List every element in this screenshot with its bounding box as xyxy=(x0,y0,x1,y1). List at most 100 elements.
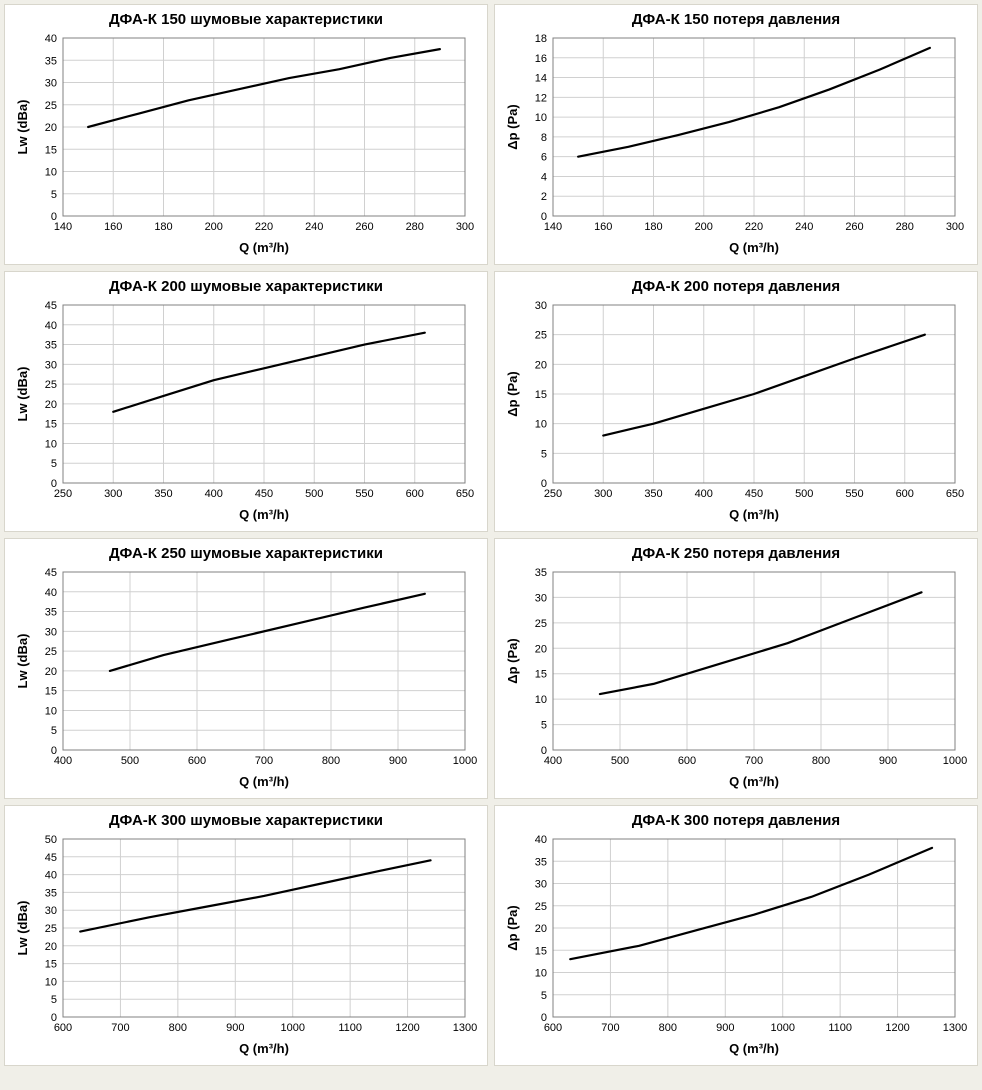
x-tick-label: 260 xyxy=(355,221,373,233)
chart-panel: ДФА-К 250 шумовые характеристики 40 0 500 60… xyxy=(4,538,488,799)
chart-panel: ДФА-К 150 потеря давления140160180200220… xyxy=(494,4,978,265)
x-tick-label: 300 xyxy=(946,221,964,233)
x-tick-label: 450 xyxy=(255,488,273,500)
chart-title: ДФА-К 250 шумовые характеристики xyxy=(11,545,481,562)
y-tick-label: 15 xyxy=(535,389,547,401)
y-tick-label: 45 xyxy=(45,300,57,312)
y-tick-label: 40 xyxy=(45,870,57,882)
x-tick-label: 500 xyxy=(305,488,323,500)
y-tick-label: 35 xyxy=(45,340,57,352)
chart-title: ДФА-К 200 потеря давления xyxy=(501,278,971,295)
y-axis-label: Lw (dBa) xyxy=(15,367,30,422)
chart-panel: ДФА-К 150 шумовые характеристики14016018… xyxy=(4,4,488,265)
x-tick-label: 900 xyxy=(716,1022,734,1034)
y-tick-label: 25 xyxy=(535,330,547,342)
chart-svg: 1401601802002202402602803000510152025303… xyxy=(11,30,479,262)
y-tick-label: 25 xyxy=(535,901,547,913)
y-tick-label: 5 xyxy=(51,725,57,737)
chart-title: ДФА-К 150 шумовые характеристики xyxy=(11,11,481,28)
x-tick-label: 800 xyxy=(659,1022,677,1034)
chart-panel: ДФА-К 200 потеря давления250300350400450… xyxy=(494,271,978,532)
y-tick-label: 0 xyxy=(541,211,547,223)
x-tick-label: 200 xyxy=(205,221,223,233)
x-tick-label: 600 xyxy=(678,755,696,767)
y-tick-label: 35 xyxy=(45,55,57,67)
y-tick-label: 30 xyxy=(45,626,57,638)
chart-panel: ДФА-К 250 потеря давления400500600700800… xyxy=(494,538,978,799)
x-tick-label: 500 xyxy=(795,488,813,500)
x-axis-label: Q (m³/h) xyxy=(729,774,779,789)
y-tick-label: 25 xyxy=(45,100,57,112)
y-tick-label: 20 xyxy=(45,666,57,678)
y-tick-label: 20 xyxy=(45,399,57,411)
x-tick-label: 160 xyxy=(104,221,122,233)
y-tick-label: 0 xyxy=(51,745,57,757)
x-tick-label: 260 xyxy=(845,221,863,233)
y-axis-label: Lw (dBa) xyxy=(15,634,30,689)
y-tick-label: 5 xyxy=(51,458,57,470)
y-tick-label: 20 xyxy=(45,941,57,953)
x-tick-label: 700 xyxy=(745,755,763,767)
x-tick-label: 700 xyxy=(601,1022,619,1034)
x-tick-label: 1000 xyxy=(943,755,967,767)
y-tick-label: 10 xyxy=(45,705,57,717)
chart-title: ДФА-К 200 шумовые характеристики xyxy=(11,278,481,295)
y-tick-label: 40 xyxy=(45,587,57,599)
chart-title: ДФА-К 300 шумовые характеристики xyxy=(11,812,481,829)
x-tick-label: 800 xyxy=(169,1022,187,1034)
chart-panel: ДФА-К 300 потеря давления600700800900100… xyxy=(494,805,978,1066)
x-tick-label: 350 xyxy=(644,488,662,500)
y-tick-label: 12 xyxy=(535,92,547,104)
x-tick-label: 400 xyxy=(695,488,713,500)
x-tick-label: 1100 xyxy=(828,1022,852,1034)
x-tick-label: 650 xyxy=(456,488,474,500)
y-tick-label: 15 xyxy=(45,144,57,156)
x-tick-label: 900 xyxy=(226,1022,244,1034)
y-tick-label: 10 xyxy=(535,968,547,980)
x-tick-label: 400 xyxy=(205,488,223,500)
x-tick-label: 300 xyxy=(594,488,612,500)
y-tick-label: 30 xyxy=(535,592,547,604)
y-tick-label: 15 xyxy=(45,419,57,431)
y-tick-label: 40 xyxy=(45,33,57,45)
x-tick-label: 1300 xyxy=(453,1022,477,1034)
x-tick-label: 1200 xyxy=(885,1022,909,1034)
y-tick-label: 0 xyxy=(541,478,547,490)
chart-panel: ДФА-К 200 шумовые характеристики25030035… xyxy=(4,271,488,532)
y-tick-label: 40 xyxy=(45,320,57,332)
x-tick-label: 700 xyxy=(111,1022,129,1034)
y-tick-label: 50 xyxy=(45,834,57,846)
chart-panel: ДФА-К 300 шумовые характеристики60070080… xyxy=(4,805,488,1066)
y-tick-label: 5 xyxy=(51,994,57,1006)
chart-svg: 6007008009001000110012001300051015202530… xyxy=(11,831,479,1063)
x-tick-label: 1000 xyxy=(453,755,477,767)
chart-svg: 400500600700800900100005101520253035Q (m… xyxy=(501,564,969,796)
y-tick-label: 10 xyxy=(45,976,57,988)
y-tick-label: 0 xyxy=(541,1012,547,1024)
x-tick-label: 500 xyxy=(611,755,629,767)
x-tick-label: 550 xyxy=(845,488,863,500)
x-tick-label: 800 xyxy=(812,755,830,767)
x-tick-label: 300 xyxy=(456,221,474,233)
x-tick-label: 500 xyxy=(121,755,139,767)
x-tick-label: 350 xyxy=(154,488,172,500)
y-tick-label: 45 xyxy=(45,852,57,864)
y-tick-label: 20 xyxy=(535,923,547,935)
x-tick-label: 900 xyxy=(879,755,897,767)
x-axis-label: Q (m³/h) xyxy=(239,1041,289,1056)
x-tick-label: 1000 xyxy=(280,1022,304,1034)
y-tick-label: 0 xyxy=(541,745,547,757)
y-tick-label: 35 xyxy=(535,567,547,579)
y-tick-label: 8 xyxy=(541,132,547,144)
y-tick-label: 5 xyxy=(541,990,547,1002)
y-tick-label: 20 xyxy=(535,643,547,655)
x-tick-label: 600 xyxy=(188,755,206,767)
y-axis-label: Δp (Pa) xyxy=(505,905,520,950)
y-tick-label: 30 xyxy=(45,905,57,917)
y-tick-label: 0 xyxy=(51,478,57,490)
y-tick-label: 18 xyxy=(535,33,547,45)
y-tick-label: 10 xyxy=(45,167,57,179)
x-tick-label: 240 xyxy=(305,221,323,233)
x-tick-label: 550 xyxy=(355,488,373,500)
x-tick-label: 1300 xyxy=(943,1022,967,1034)
